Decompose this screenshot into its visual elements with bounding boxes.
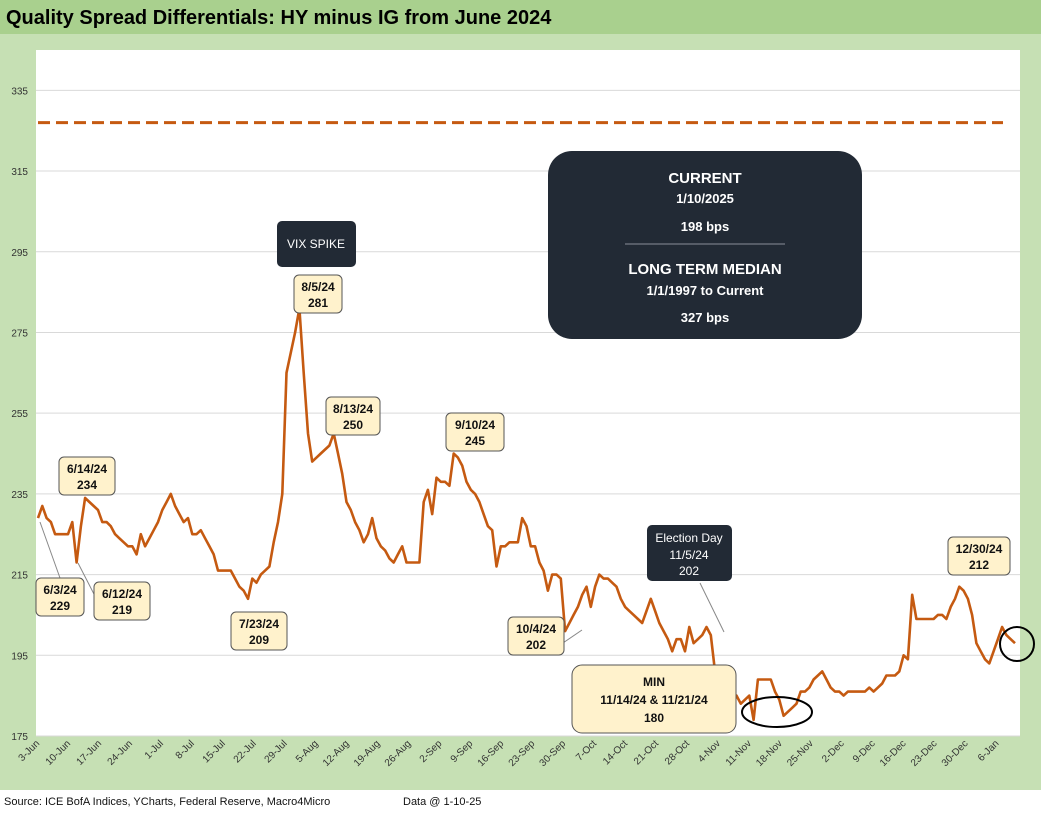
data-date-note: Data @ 1-10-25: [403, 796, 481, 808]
annotation-12-30-24: 12/30/24 212: [947, 536, 1011, 576]
info-box: CURRENT 1/10/2025 198 bps LONG TERM MEDI…: [548, 151, 862, 339]
annotation-value: 245: [465, 434, 485, 448]
annotation-date: 10/4/24: [516, 622, 556, 636]
min-title: MIN: [643, 675, 665, 689]
annotation-value: 209: [249, 633, 269, 647]
leader-line: [699, 582, 725, 633]
y-tick-label: 175: [11, 732, 28, 743]
election-date: 11/5/24: [669, 548, 708, 562]
annotation-value: 202: [526, 638, 546, 652]
title-bar: [0, 0, 1041, 34]
annotation-date: 6/3/24: [43, 583, 77, 597]
source-note: Source: ICE BofA Indices, YCharts, Feder…: [4, 796, 330, 808]
leader-line: [77, 562, 97, 599]
vix-spike-text: VIX SPIKE: [287, 237, 345, 251]
chart-title: Quality Spread Differentials: HY minus I…: [6, 7, 552, 29]
annotation-value: 234: [77, 478, 97, 492]
y-axis-ticks: 175 195 215 235 255 275 295 315 335: [11, 86, 28, 743]
election-day-label: Election Day 11/5/24 202: [647, 525, 732, 581]
annotation-6-14-24: 6/14/24 234: [58, 456, 116, 496]
median-range: 1/1/1997 to Current: [646, 283, 764, 298]
grid-lines: [36, 89, 1020, 737]
annotation-value: 219: [112, 603, 132, 617]
annotation-date: 7/23/24: [239, 617, 279, 631]
annotation-6-12-24: 6/12/24 219: [93, 581, 151, 621]
election-value: 202: [679, 564, 699, 578]
annotation-date: 8/13/24: [333, 402, 373, 416]
annotation-value: 250: [343, 418, 363, 432]
annotation-value: 229: [50, 599, 70, 613]
annotation-date: 8/5/24: [301, 280, 335, 294]
y-tick-label: 235: [11, 490, 28, 501]
y-tick-label: 275: [11, 328, 28, 339]
current-label: CURRENT: [668, 170, 741, 187]
election-title: Election Day: [655, 531, 722, 545]
min-dates: 11/14/24 & 11/21/24: [600, 693, 708, 707]
min-label: MIN 11/14/24 & 11/21/24 180: [571, 664, 737, 734]
median-value: 327 bps: [681, 310, 729, 325]
y-tick-label: 335: [11, 86, 28, 97]
annotation-date: 9/10/24: [455, 418, 495, 432]
annotation-date: 6/14/24: [67, 462, 107, 476]
annotation-date: 6/12/24: [102, 587, 142, 601]
current-value: 198 bps: [681, 219, 729, 234]
annotation-value: 212: [969, 558, 989, 572]
series-line: [36, 307, 1016, 722]
point-annotations: 6/3/24 229 6/12/24 219 6/14/24 234 7/23/24 209 8…: [35, 274, 1011, 656]
annotation-8-13-24: 8/13/24 250: [325, 396, 381, 436]
annotation-leaders: [39, 521, 725, 646]
annotation-10-4-24: 10/4/24 202: [507, 616, 565, 656]
annotation-9-10-24: 9/10/24 245: [445, 412, 505, 452]
y-tick-label: 215: [11, 571, 28, 582]
y-tick-label: 195: [11, 651, 28, 662]
median-label: LONG TERM MEDIAN: [628, 261, 781, 278]
vix-spike-label: VIX SPIKE: [277, 221, 356, 267]
annotation-value: 281: [308, 296, 328, 310]
leader-line: [39, 521, 61, 579]
current-circle: [999, 626, 1035, 662]
current-date: 1/10/2025: [676, 191, 734, 206]
annotation-6-3-24: 6/3/24 229: [35, 577, 85, 617]
min-value: 180: [644, 711, 664, 725]
annotation-7-23-24: 7/23/24 209: [230, 611, 288, 651]
y-tick-label: 315: [11, 167, 28, 178]
annotation-8-5-24: 8/5/24 281: [293, 274, 343, 314]
y-tick-label: 295: [11, 248, 28, 259]
annotation-date: 12/30/24: [956, 542, 1003, 556]
min-circle: [741, 696, 813, 728]
y-tick-label: 255: [11, 409, 28, 420]
